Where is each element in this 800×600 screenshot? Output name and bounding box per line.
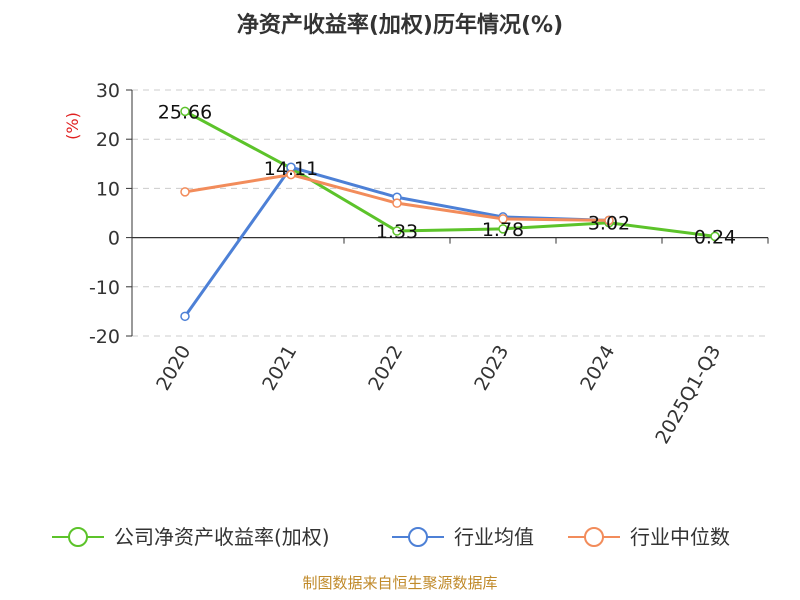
x-tick-label: 2020 [152,342,195,395]
series-point-2 [392,198,402,208]
series-point-0 [710,231,720,242]
series-line-0 [184,110,716,238]
x-tick-label: 2022 [364,342,407,395]
data-label: 14.11 [264,158,318,180]
y-tick-label: 0 [108,228,120,250]
x-tick-label: 2025Q1-Q3 [651,342,725,448]
data-label: 0.24 [694,226,736,248]
grid [132,89,768,337]
series-point-2 [498,214,508,224]
legend-marker-circle [584,527,604,547]
y-tick-label: -10 [89,277,120,299]
data-label: 25.66 [158,101,212,123]
series-point-0 [392,226,402,236]
y-tick-label: 20 [96,129,120,151]
series-point-0 [180,106,190,117]
y-tick-label: -20 [89,326,120,348]
data-label: 1.33 [376,221,418,243]
series-point-0 [498,224,508,234]
legend-marker-circle [408,527,428,547]
axes: 30 20 10 0 -10 -20 2020 2021 2022 2023 2024 2025Q1-… [89,80,769,448]
series-lines [180,106,720,322]
series-point-2 [286,169,296,180]
legend: 公司净资产收益率(加权) 行业均值 行业中位数 [52,525,730,549]
data-label: 1.78 [482,219,524,241]
x-tick-label: 2024 [576,342,619,395]
x-tick-label: 2023 [470,342,513,395]
y-axis-label: (%) [63,112,82,140]
data-label: 3.02 [588,213,630,235]
legend-label: 行业中位数 [630,525,730,549]
legend-label: 公司净资产收益率(加权) [114,525,330,549]
y-tick-label: 30 [96,80,120,102]
data-labels: 25.66 14.11 1.33 1.78 3.02 0.24 [158,101,736,248]
source-note: 制图数据来自恒生聚源数据库 [302,574,497,592]
legend-marker-circle [68,527,88,547]
series-point-2 [180,187,190,197]
legend-label: 行业均值 [454,525,534,549]
x-tick-label: 2021 [258,342,301,395]
series-point-2 [604,215,614,226]
series-point-1 [180,311,190,322]
chart-title: 净资产收益率(加权)历年情况(%) [237,12,563,38]
y-tick-label: 10 [96,178,120,200]
